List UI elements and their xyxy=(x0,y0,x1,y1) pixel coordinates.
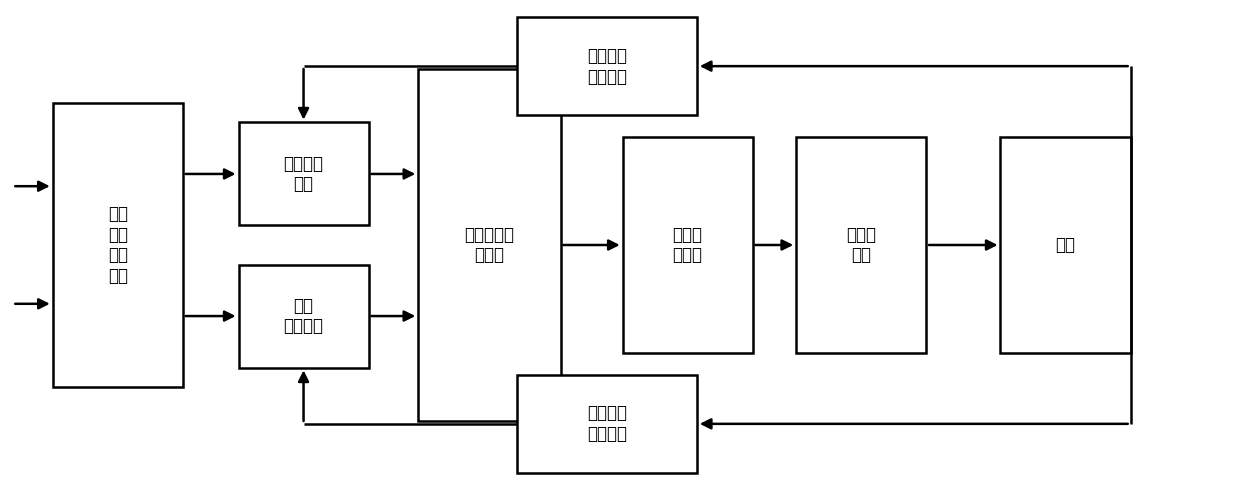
Bar xyxy=(419,69,560,421)
Text: 电源
信号
输入
电路: 电源 信号 输入 电路 xyxy=(108,205,128,285)
Bar xyxy=(795,137,926,353)
Text: 反馈电流
信号电路: 反馈电流 信号电路 xyxy=(587,47,627,86)
Bar xyxy=(52,103,182,387)
Bar xyxy=(518,375,696,473)
Text: 电源输
出电路: 电源输 出电路 xyxy=(673,225,703,265)
Text: 电压
比较电路: 电压 比较电路 xyxy=(284,296,323,336)
Bar xyxy=(1000,137,1130,353)
Bar xyxy=(238,265,368,368)
Bar xyxy=(518,17,696,115)
Text: 电源选择输
出电路: 电源选择输 出电路 xyxy=(465,225,514,265)
Bar xyxy=(238,122,368,225)
Bar xyxy=(623,137,753,353)
Text: 反馈电压
信号电路: 反馈电压 信号电路 xyxy=(587,404,627,443)
Text: 功率放
大器: 功率放 大器 xyxy=(846,225,876,265)
Text: 负载: 负载 xyxy=(1056,236,1075,254)
Text: 电流比较
电路: 电流比较 电路 xyxy=(284,154,323,194)
